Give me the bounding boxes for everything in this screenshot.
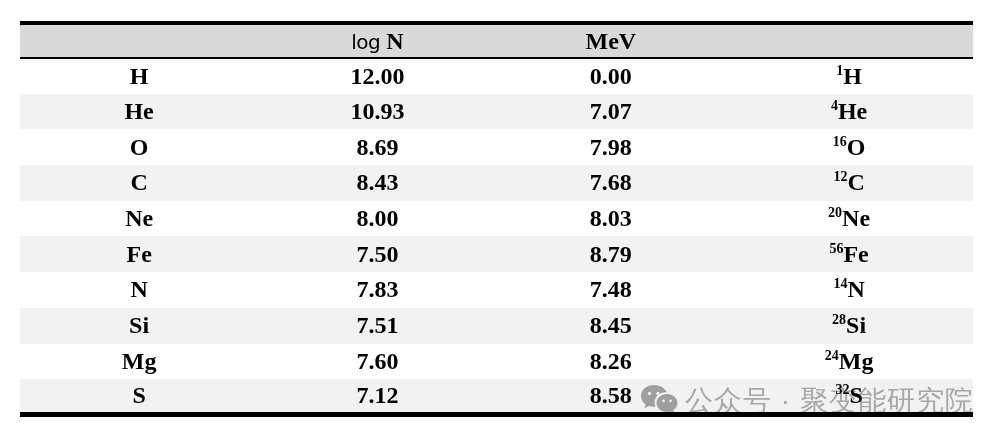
element-cell: He — [20, 94, 258, 130]
isotope-symbol: Si — [846, 312, 866, 338]
isotope-symbol: H — [843, 63, 862, 89]
table-row: C 8.43 7.68 12C — [20, 165, 973, 201]
mev-cell: 8.45 — [497, 308, 726, 344]
table-row: N 7.83 7.48 14N — [20, 272, 973, 308]
table-row: Ne 8.00 8.03 20Ne — [20, 201, 973, 237]
table-row: S 7.12 8.58 32S — [20, 379, 973, 415]
isotope-symbol: N — [847, 276, 864, 302]
isotope-mass-number: 28 — [832, 312, 846, 327]
isotope-symbol: Ne — [842, 205, 870, 231]
isotope-symbol: He — [838, 98, 867, 124]
log-n-symbol: N — [386, 28, 403, 54]
isotope-cell: 20Ne — [725, 201, 973, 237]
logn-cell: 7.50 — [258, 236, 496, 272]
isotope-cell: 1H — [725, 58, 973, 94]
isotope-cell: 4He — [725, 94, 973, 130]
mev-cell: 0.00 — [497, 58, 726, 94]
logn-cell: 8.69 — [258, 129, 496, 165]
mev-cell: 7.07 — [497, 94, 726, 130]
abundance-table: log N MeV H 12.00 0.00 1H He 10.93 7.07 … — [20, 21, 973, 417]
isotope-cell: 12C — [725, 165, 973, 201]
mev-cell: 8.79 — [497, 236, 726, 272]
logn-cell: 8.43 — [258, 165, 496, 201]
isotope-mass-number: 16 — [833, 134, 847, 149]
isotope-cell: 32S — [725, 379, 973, 415]
isotope-symbol: Mg — [839, 348, 874, 374]
table-row: O 8.69 7.98 16O — [20, 129, 973, 165]
table-row: Fe 7.50 8.79 56Fe — [20, 236, 973, 272]
logn-cell: 7.83 — [258, 272, 496, 308]
mev-cell: 8.26 — [497, 344, 726, 380]
table-row: He 10.93 7.07 4He — [20, 94, 973, 130]
table-body: H 12.00 0.00 1H He 10.93 7.07 4He O 8.69… — [20, 58, 973, 415]
logn-cell: 7.51 — [258, 308, 496, 344]
mev-cell: 7.98 — [497, 129, 726, 165]
isotope-cell: 16O — [725, 129, 973, 165]
element-cell: O — [20, 129, 258, 165]
isotope-cell: 24Mg — [725, 344, 973, 380]
logn-cell: 7.60 — [258, 344, 496, 380]
mev-cell: 8.58 — [497, 379, 726, 415]
isotope-symbol: Fe — [843, 241, 868, 267]
element-cell: Mg — [20, 344, 258, 380]
screenshot-stage: log N MeV H 12.00 0.00 1H He 10.93 7.07 … — [0, 0, 996, 442]
isotope-mass-number: 20 — [828, 205, 842, 220]
isotope-mass-number: 14 — [833, 276, 847, 291]
table-row: H 12.00 0.00 1H — [20, 58, 973, 94]
mev-cell: 7.68 — [497, 165, 726, 201]
header-element — [20, 23, 258, 58]
table-row: Mg 7.60 8.26 24Mg — [20, 344, 973, 380]
header-isotope — [725, 23, 973, 58]
header-log-n: log N — [258, 23, 496, 58]
logn-cell: 8.00 — [258, 201, 496, 237]
table-header-row: log N MeV — [20, 23, 973, 58]
table-row: Si 7.51 8.45 28Si — [20, 308, 973, 344]
mev-cell: 8.03 — [497, 201, 726, 237]
isotope-symbol: O — [847, 134, 866, 160]
isotope-mass-number: 56 — [829, 241, 843, 256]
element-cell: Si — [20, 308, 258, 344]
element-cell: Ne — [20, 201, 258, 237]
element-cell: C — [20, 165, 258, 201]
isotope-mass-number: 24 — [825, 348, 839, 363]
isotope-cell: 28Si — [725, 308, 973, 344]
isotope-cell: 14N — [725, 272, 973, 308]
isotope-mass-number: 32 — [835, 382, 849, 397]
element-cell: H — [20, 58, 258, 94]
isotope-cell: 56Fe — [725, 236, 973, 272]
isotope-symbol: C — [847, 169, 864, 195]
log-function-label: log — [351, 30, 380, 54]
logn-cell: 7.12 — [258, 379, 496, 415]
isotope-symbol: S — [849, 382, 862, 408]
isotope-mass-number: 12 — [833, 169, 847, 184]
header-mev: MeV — [497, 23, 726, 58]
logn-cell: 10.93 — [258, 94, 496, 130]
element-cell: S — [20, 379, 258, 415]
isotope-mass-number: 4 — [831, 98, 838, 113]
logn-cell: 12.00 — [258, 58, 496, 94]
element-cell: N — [20, 272, 258, 308]
element-cell: Fe — [20, 236, 258, 272]
mev-cell: 7.48 — [497, 272, 726, 308]
